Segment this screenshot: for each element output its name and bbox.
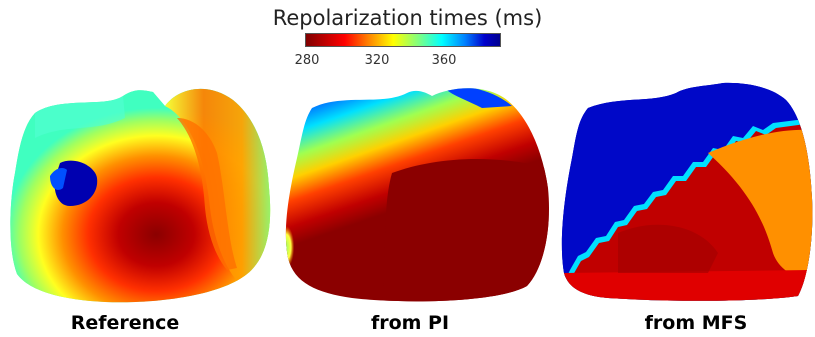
panel-label-from-pi: from PI [370, 312, 450, 334]
heart-map-from-mfs [561, 82, 813, 301]
colorbar-tick: 360 [431, 53, 457, 68]
colorbar-tick: 280 [294, 53, 320, 68]
heart-map-from-pi [285, 88, 550, 302]
panel-label-reference: Reference [70, 312, 180, 334]
panel-label-from-mfs: from MFS [644, 312, 748, 334]
colorbar [305, 33, 501, 47]
heart-map-reference [10, 88, 271, 303]
colorbar-title: Repolarization times (ms) [272, 6, 543, 30]
colorbar-tick: 320 [364, 53, 390, 68]
